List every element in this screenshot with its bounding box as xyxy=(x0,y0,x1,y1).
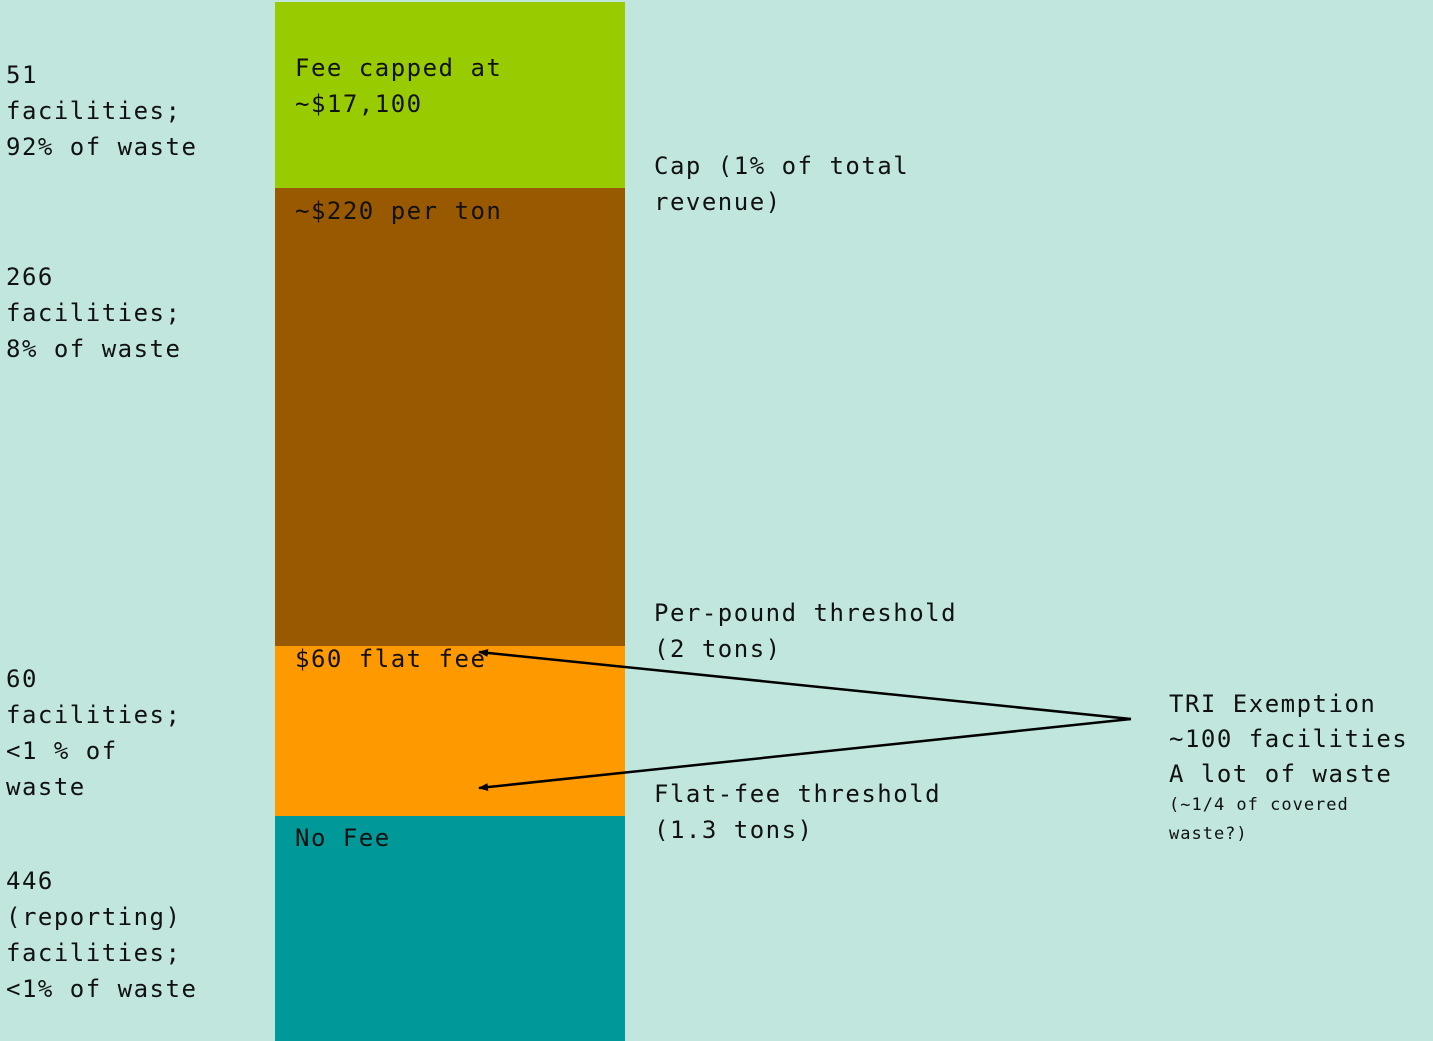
band-flat-fee: $60 flat fee xyxy=(275,645,625,816)
threshold-flat-fee-label: Flat-fee threshold (1.3 tons) xyxy=(654,780,942,844)
threshold-cap-label: Cap (1% of total revenue) xyxy=(654,152,910,216)
arrow-to-flat-fee-top xyxy=(478,648,1132,721)
tri-exemption-count: ~100 facilities xyxy=(1169,725,1409,753)
band-per-ton-label: ~$220 per ton xyxy=(295,197,503,225)
facility-group-label-4: 446 (reporting) facilities; <1% of waste xyxy=(6,867,198,1003)
tri-exemption-waste: A lot of waste xyxy=(1169,760,1393,788)
band-flat-fee-label: $60 flat fee xyxy=(295,645,487,673)
threshold-per-pound-label: Per-pound threshold (2 tons) xyxy=(654,599,958,663)
tri-exemption-title: TRI Exemption xyxy=(1169,690,1377,718)
arrow-to-flat-fee-bottom xyxy=(478,717,1132,792)
facility-group-label-1: 51 facilities; 92% of waste xyxy=(6,61,198,161)
facility-group-label-2: 266 facilities; 8% of waste xyxy=(6,263,182,363)
band-no-fee-label: No Fee xyxy=(295,824,391,852)
facility-group-label-3: 60 facilities; <1 % of waste xyxy=(6,665,182,801)
band-per-ton: ~$220 per ton xyxy=(275,188,625,646)
band-fee-cap-label: Fee capped at ~$17,100 xyxy=(295,54,503,118)
band-fee-cap: Fee capped at ~$17,100 xyxy=(275,2,625,188)
tri-exemption-note: (~1/4 of covered waste?) xyxy=(1169,795,1349,844)
band-no-fee: No Fee xyxy=(275,816,625,1041)
